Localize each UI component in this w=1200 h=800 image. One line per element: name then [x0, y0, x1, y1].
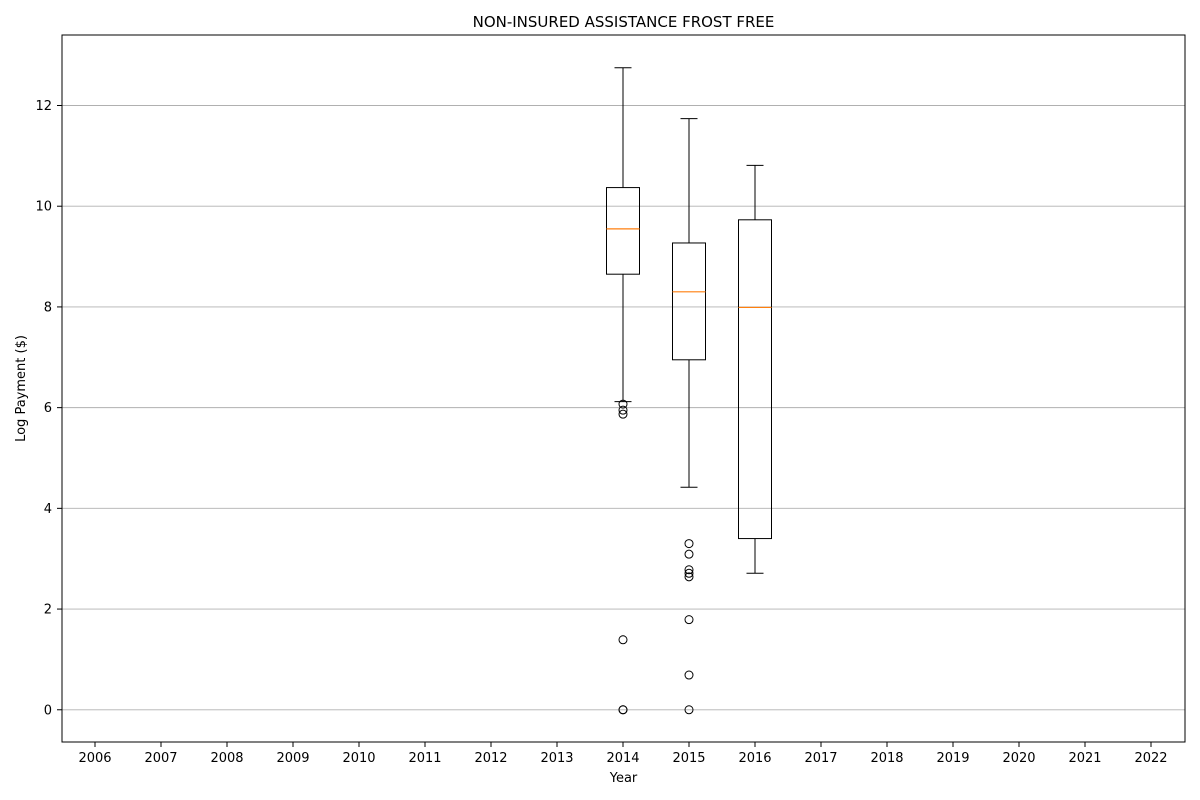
- chart-title: NON-INSURED ASSISTANCE FROST FREE: [473, 13, 775, 31]
- y-axis-title: Log Payment ($): [14, 335, 29, 442]
- x-tick-label: 2010: [342, 751, 375, 766]
- x-tick-label: 2006: [78, 751, 111, 766]
- outlier-point: [618, 635, 628, 645]
- x-tick-label: 2018: [870, 751, 903, 766]
- x-tick-label: 2013: [540, 751, 573, 766]
- x-tick-label: 2020: [1002, 751, 1035, 766]
- outlier-point: [684, 705, 694, 715]
- outlier-point: [684, 670, 694, 680]
- x-tick-label: 2021: [1068, 751, 1101, 766]
- outlier-point: [684, 615, 694, 625]
- x-tick-label: 2016: [738, 751, 771, 766]
- box-series: [606, 67, 772, 715]
- x-tick-label: 2009: [276, 751, 309, 766]
- box-2016: [738, 164, 772, 574]
- x-tick-label: 2017: [804, 751, 837, 766]
- box-2015: [672, 118, 706, 715]
- y-tick-label: 6: [44, 401, 52, 416]
- y-tick-label: 8: [44, 300, 52, 315]
- x-tick-label: 2011: [408, 751, 441, 766]
- x-tick-label: 2015: [672, 751, 705, 766]
- x-axis-title: Year: [609, 771, 638, 786]
- outlier-point: [618, 399, 628, 409]
- box-2014: [606, 67, 640, 715]
- outlier-point: [684, 572, 694, 582]
- y-tick-label: 0: [44, 703, 52, 718]
- x-tick-label: 2012: [474, 751, 507, 766]
- y-axis: 0 2 4 6 8 10 12: [35, 99, 62, 718]
- outlier-point: [618, 705, 628, 715]
- outlier-point: [684, 549, 694, 559]
- outlier-point: [684, 568, 694, 578]
- x-tick-label: 2008: [210, 751, 243, 766]
- iqr-box: [606, 187, 640, 275]
- x-tick-label: 2014: [606, 751, 639, 766]
- iqr-box: [672, 242, 706, 361]
- iqr-box: [738, 219, 772, 540]
- x-axis: 2006 2007 2008 2009 2010 2011 2012 2013 2014 2015…: [78, 742, 1168, 766]
- y-tick-label: 4: [44, 502, 52, 517]
- y-tick-label: 12: [35, 99, 52, 114]
- outlier-point: [684, 539, 694, 549]
- x-tick-label: 2007: [144, 751, 177, 766]
- outlier-point: [684, 565, 694, 575]
- outlier-point: [618, 409, 628, 419]
- y-tick-label: 10: [35, 200, 52, 215]
- x-tick-label: 2022: [1134, 751, 1167, 766]
- y-tick-label: 2: [44, 603, 52, 618]
- x-tick-label: 2019: [936, 751, 969, 766]
- outlier-point: [618, 405, 628, 415]
